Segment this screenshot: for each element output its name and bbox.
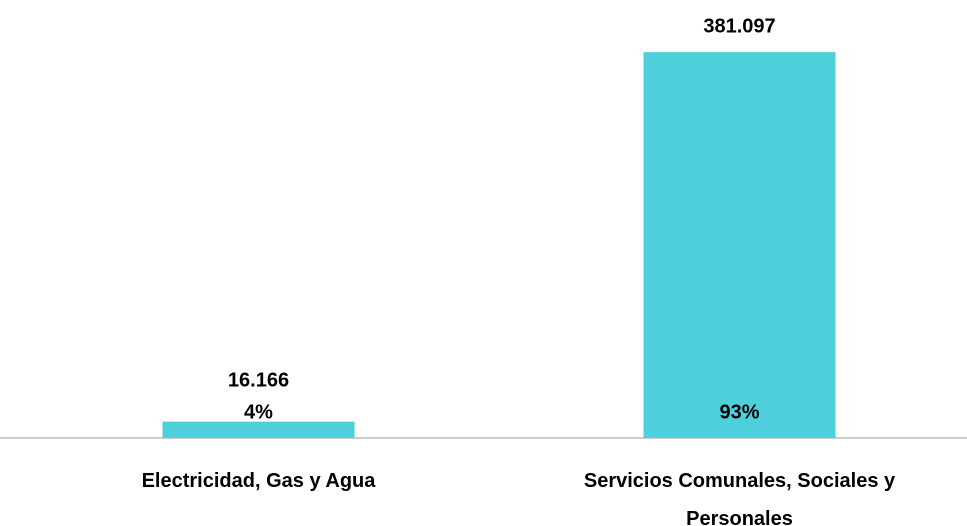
- x-tick-label: Servicios Comunales, Sociales y Personal…: [583, 470, 896, 526]
- value-label: 381.097: [703, 15, 775, 37]
- percent-label: 93%: [719, 401, 759, 423]
- percent-label: 4%: [244, 401, 273, 423]
- value-label: 16.166: [228, 369, 289, 391]
- bar: [162, 421, 355, 438]
- bar: [643, 52, 836, 439]
- x-tick-label: Electricidad, Gas y Agua: [141, 470, 376, 492]
